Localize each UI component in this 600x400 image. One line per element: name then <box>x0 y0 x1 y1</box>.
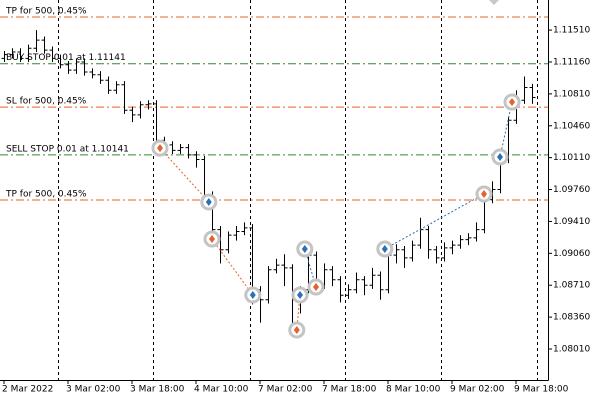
ohlc-bar <box>425 225 432 259</box>
ohlc-bar <box>97 71 104 84</box>
ohlc-bar <box>33 30 40 52</box>
position-link <box>211 238 254 296</box>
ohlc-bar <box>281 254 288 287</box>
x-tick-label: 4 Mar 10:00 <box>194 385 249 395</box>
y-tick-label: 1.11160 <box>553 57 590 67</box>
ohlc-bar <box>169 141 176 155</box>
trade-arrow <box>157 144 163 153</box>
ohlc-bar <box>409 240 416 262</box>
ohlc-bar <box>41 36 48 54</box>
level-label: TP for 500, 0.45% <box>5 190 87 200</box>
x-tick-label: 3 Mar 02:00 <box>66 385 121 395</box>
ohlc-bar <box>17 48 24 62</box>
ohlc-bar <box>73 58 80 74</box>
ohlc-bar <box>241 222 248 236</box>
ohlc-bar <box>225 231 232 254</box>
ohlc-bar <box>345 284 352 299</box>
position-link <box>499 101 513 158</box>
ohlc-bar <box>25 44 32 62</box>
y-tick-label: 1.09760 <box>553 185 590 195</box>
ohlc-bar <box>129 106 136 123</box>
trade-arrow <box>481 190 487 199</box>
trade-arrow <box>297 290 303 299</box>
trade-arrow <box>249 290 256 299</box>
ohlc-bar <box>89 68 96 79</box>
ohlc-bar <box>401 246 408 268</box>
scroll-marker <box>489 0 499 5</box>
ohlc-bar <box>193 151 200 168</box>
ohlc-bar <box>105 76 112 94</box>
ohlc-bar <box>81 58 88 76</box>
ohlc-bar <box>369 267 376 289</box>
ohlc-bar <box>49 46 56 62</box>
ohlc-bar <box>457 235 464 249</box>
x-tick-label: 7 Mar 02:00 <box>258 385 313 395</box>
x-tick-label: 9 Mar 02:00 <box>450 385 505 395</box>
ohlc-bar <box>433 246 440 264</box>
y-tick-label: 1.09410 <box>553 217 590 227</box>
y-tick-label: 1.09060 <box>553 249 590 259</box>
ohlc-bar <box>113 81 120 94</box>
x-tick-label: 3 Mar 18:00 <box>130 385 185 395</box>
trade-arrow <box>293 325 300 334</box>
ohlc-bar <box>145 100 152 110</box>
ohlc-bar <box>9 48 16 59</box>
position-link <box>384 193 485 250</box>
ohlc-bar <box>233 225 240 241</box>
ohlc-bar <box>1 51 8 62</box>
ohlc-bar <box>185 143 192 159</box>
ohlc-bar <box>465 233 472 246</box>
x-tick-label: 9 Mar 18:00 <box>514 385 569 395</box>
trade-arrow <box>209 235 215 244</box>
ohlc-bar <box>177 143 184 155</box>
ohlc-bar <box>57 54 64 69</box>
ohlc-bar <box>65 61 72 74</box>
x-tick-label: 2 Mar 2022 <box>2 385 53 395</box>
ohlc-bar <box>529 83 536 104</box>
y-tick-label: 1.08710 <box>553 281 590 291</box>
position-link <box>159 147 210 203</box>
ohlc-bar <box>337 276 344 303</box>
ohlc-bar <box>361 276 368 296</box>
ohlc-bar <box>377 271 384 300</box>
level-label: SELL STOP 0.01 at 1.10141 <box>6 144 129 154</box>
ohlc-bar <box>417 217 424 249</box>
y-tick-label: 1.10460 <box>553 121 590 131</box>
y-tick-label: 1.11510 <box>553 26 590 36</box>
ohlc-bar <box>521 76 528 104</box>
y-tick-label: 1.08010 <box>553 345 590 355</box>
x-tick-label: 7 Mar 18:00 <box>322 385 377 395</box>
trade-arrow <box>497 153 503 162</box>
ohlc-bar <box>473 222 480 242</box>
level-label: TP for 500, 0.45% <box>5 7 87 17</box>
ohlc-bar <box>137 101 144 119</box>
y-tick-label: 1.10810 <box>553 89 590 99</box>
ohlc-bar <box>353 272 360 294</box>
ohlc-bar <box>217 225 224 264</box>
ohlc-bar <box>441 242 448 262</box>
ohlc-bar <box>121 81 128 114</box>
level-label: SL for 500, 0.45% <box>6 97 87 107</box>
y-tick-label: 1.10110 <box>553 153 590 163</box>
trade-arrow <box>313 282 319 291</box>
ohlc-bar <box>273 258 280 274</box>
trade-arrow <box>509 98 515 107</box>
ohlc-bar <box>329 266 336 287</box>
trade-arrow <box>301 244 308 253</box>
y-tick-label: 1.08360 <box>553 313 590 323</box>
level-label: BUY STOP 0.01 at 1.11141 <box>6 53 126 63</box>
trade-arrow <box>205 198 212 207</box>
ohlc-bar <box>265 266 272 304</box>
ohlc-bar <box>393 244 400 264</box>
ohlc-bar <box>449 240 456 255</box>
trade-arrow <box>381 244 388 253</box>
x-tick-label: 8 Mar 10:00 <box>386 385 441 395</box>
